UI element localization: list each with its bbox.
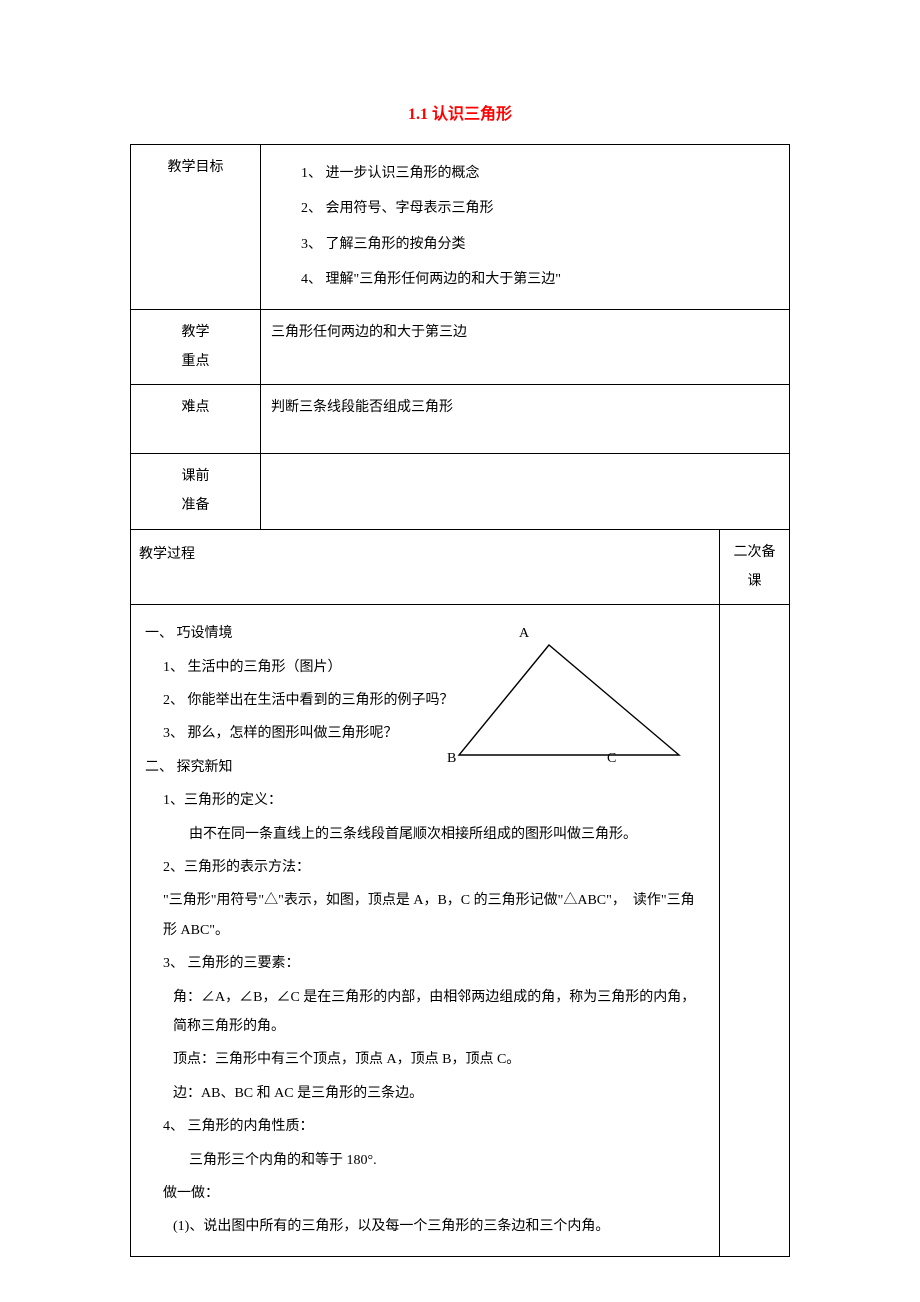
keypoint-label: 教学 重点: [131, 309, 261, 385]
triangle-shape: [459, 645, 679, 755]
secondary-label: 二次备课: [720, 529, 790, 605]
row-prep: 课前 准备: [131, 453, 790, 529]
keypoint-cell: 三角形任何两边的和大于第三边: [261, 309, 790, 385]
s2-do-1: (1)、说出图中所有的三角形，以及每一个三角形的三条边和三个内角。: [145, 1212, 705, 1241]
row-difficulty: 难点 判断三条线段能否组成三角形: [131, 385, 790, 453]
goal-item: 4、 理解"三角形任何两边的和大于第三边": [301, 265, 779, 294]
row-process-body: A B C 一、 巧设情境 1、 生活中的三角形（图片） 2、 你能举出在生活中…: [131, 605, 790, 1256]
keypoint-label-1: 教学: [141, 318, 250, 347]
s2-definition-t: 由不在同一条直线上的三条线段首尾顺次相接所组成的图形叫做三角形。: [145, 820, 705, 849]
s2-elements-b: 顶点：三角形中有三个顶点，顶点 A，顶点 B，顶点 C。: [145, 1045, 705, 1074]
s2-elements-a: 角：∠A，∠B，∠C 是在三角形的内部，由相邻两边组成的角，称为三角形的内角，简…: [145, 983, 705, 1042]
keypoint-label-2: 重点: [141, 347, 250, 376]
row-keypoint: 教学 重点 三角形任何两边的和大于第三边: [131, 309, 790, 385]
process-content: A B C 一、 巧设情境 1、 生活中的三角形（图片） 2、 你能举出在生活中…: [131, 605, 720, 1256]
document-title: 1.1 认识三角形: [130, 100, 790, 124]
s2-angles-t: 三角形三个内角的和等于 180°.: [145, 1146, 705, 1175]
vertex-c-label: C: [607, 744, 616, 773]
s2-do-h: 做一做：: [145, 1179, 705, 1208]
vertex-a-label: A: [519, 619, 529, 648]
row-goals: 教学目标 1、 进一步认识三角形的概念 2、 会用符号、字母表示三角形 3、 了…: [131, 145, 790, 310]
s2-definition-h: 1、三角形的定义：: [145, 786, 705, 815]
goal-item: 2、 会用符号、字母表示三角形: [301, 194, 779, 223]
row-process-header: 教学过程 二次备课: [131, 529, 790, 605]
prep-cell: [261, 453, 790, 529]
s2-notation-t: "三角形"用符号"△"表示，如图，顶点是 A，B，C 的三角形记做"△ABC"，…: [145, 886, 705, 945]
s2-elements-c: 边：AB、BC 和 AC 是三角形的三条边。: [145, 1079, 705, 1108]
triangle-svg: [449, 625, 689, 775]
triangle-figure: A B C: [449, 625, 689, 775]
goal-item: 1、 进一步认识三角形的概念: [301, 159, 779, 188]
goals-label: 教学目标: [131, 145, 261, 310]
goals-cell: 1、 进一步认识三角形的概念 2、 会用符号、字母表示三角形 3、 了解三角形的…: [261, 145, 790, 310]
prep-label-2: 准备: [141, 491, 250, 520]
difficulty-label: 难点: [131, 385, 261, 453]
goal-item: 3、 了解三角形的按角分类: [301, 230, 779, 259]
s2-elements-h: 3、 三角形的三要素：: [145, 949, 705, 978]
secondary-notes-cell: [720, 605, 790, 1256]
page: 1.1 认识三角形 教学目标 1、 进一步认识三角形的概念 2、 会用符号、字母…: [0, 0, 920, 1297]
s2-angles-h: 4、 三角形的内角性质：: [145, 1112, 705, 1141]
prep-label: 课前 准备: [131, 453, 261, 529]
keypoint-text: 三角形任何两边的和大于第三边: [271, 325, 467, 340]
prep-label-1: 课前: [141, 462, 250, 491]
vertex-b-label: B: [447, 744, 456, 773]
difficulty-cell: 判断三条线段能否组成三角形: [261, 385, 790, 453]
process-label: 教学过程: [131, 529, 720, 605]
lesson-plan-table: 教学目标 1、 进一步认识三角形的概念 2、 会用符号、字母表示三角形 3、 了…: [130, 144, 790, 1257]
difficulty-text: 判断三条线段能否组成三角形: [271, 400, 453, 415]
s2-notation-h: 2、三角形的表示方法：: [145, 853, 705, 882]
